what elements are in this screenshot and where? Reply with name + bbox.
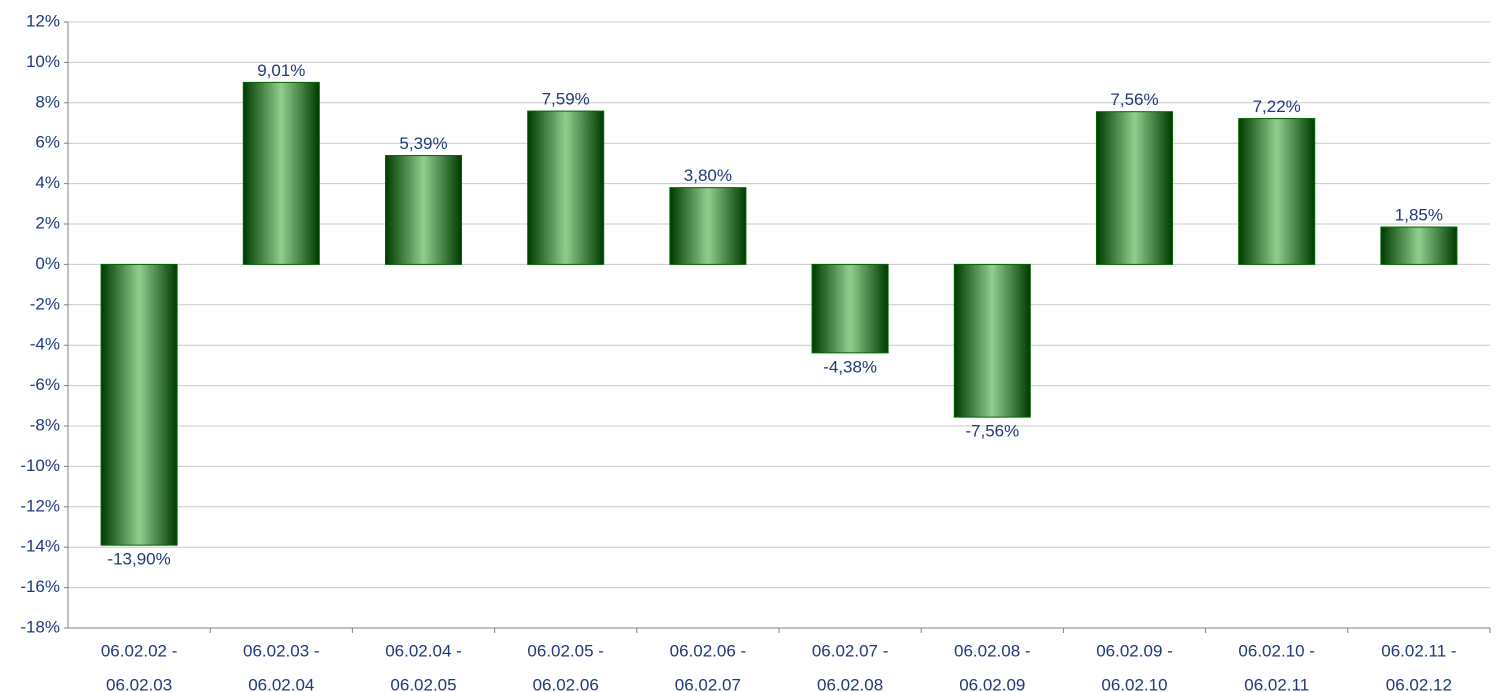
- bar: [1096, 111, 1173, 265]
- value-label: 7,56%: [1110, 90, 1158, 109]
- x-tick-label: 06.02.05: [390, 675, 456, 692]
- value-label: 5,39%: [399, 134, 447, 153]
- x-tick-label: 06.02.10 -: [1238, 641, 1315, 660]
- x-tick-label: 06.02.06 -: [670, 641, 747, 660]
- x-tick-label: 06.02.05 -: [527, 641, 604, 660]
- x-tick-label: 06.02.10: [1101, 675, 1167, 692]
- y-tick-label: -4%: [30, 335, 60, 354]
- y-tick-label: 2%: [35, 213, 60, 232]
- value-label: 7,59%: [542, 90, 590, 109]
- y-tick-label: 12%: [26, 11, 60, 30]
- x-tick-label: 06.02.09: [959, 675, 1025, 692]
- x-tick-label: 06.02.11: [1244, 675, 1309, 692]
- y-tick-label: -14%: [20, 537, 60, 556]
- y-tick-label: -18%: [20, 617, 60, 636]
- bar: [953, 263, 1031, 418]
- x-tick-label: 06.02.08 -: [954, 641, 1031, 660]
- y-tick-label: -2%: [30, 294, 60, 313]
- x-tick-label: 06.02.03: [106, 675, 172, 692]
- x-tick-label: 06.02.11 -: [1381, 641, 1456, 660]
- x-tick-label: 06.02.08: [817, 675, 883, 692]
- y-tick-label: -12%: [20, 496, 60, 515]
- bar: [1380, 226, 1458, 265]
- bar: [242, 81, 320, 265]
- y-tick-label: -8%: [30, 415, 60, 434]
- bar: [1238, 118, 1316, 265]
- y-tick-label: 8%: [35, 92, 60, 111]
- x-tick-label: 06.02.07: [675, 675, 741, 692]
- x-tick-label: 06.02.09 -: [1096, 641, 1173, 660]
- value-label: -7,56%: [965, 422, 1019, 441]
- y-tick-label: 10%: [26, 52, 60, 71]
- x-tick-label: 06.02.02 -: [101, 641, 178, 660]
- bar: [385, 155, 462, 265]
- x-tick-label: 06.02.12: [1386, 675, 1452, 692]
- y-tick-label: 6%: [35, 133, 60, 152]
- bar: [527, 110, 605, 265]
- value-label: 1,85%: [1395, 206, 1443, 225]
- bar: [811, 263, 889, 354]
- y-tick-label: 0%: [35, 254, 60, 273]
- x-tick-label: 06.02.06: [533, 675, 599, 692]
- value-label: 9,01%: [257, 61, 305, 80]
- bar: [100, 263, 178, 546]
- bar: [669, 187, 747, 265]
- value-label: -13,90%: [107, 550, 170, 569]
- value-label: 7,22%: [1253, 97, 1301, 116]
- x-tick-label: 06.02.07 -: [812, 641, 889, 660]
- y-tick-label: 4%: [35, 173, 60, 192]
- value-label: -4,38%: [823, 357, 877, 376]
- y-tick-label: -6%: [30, 375, 60, 394]
- x-tick-label: 06.02.04 -: [385, 641, 462, 660]
- value-label: 3,80%: [684, 166, 732, 185]
- x-tick-label: 06.02.03 -: [243, 641, 320, 660]
- y-tick-label: -16%: [20, 577, 60, 596]
- y-tick-label: -10%: [20, 456, 60, 475]
- x-tick-label: 06.02.04: [248, 675, 314, 692]
